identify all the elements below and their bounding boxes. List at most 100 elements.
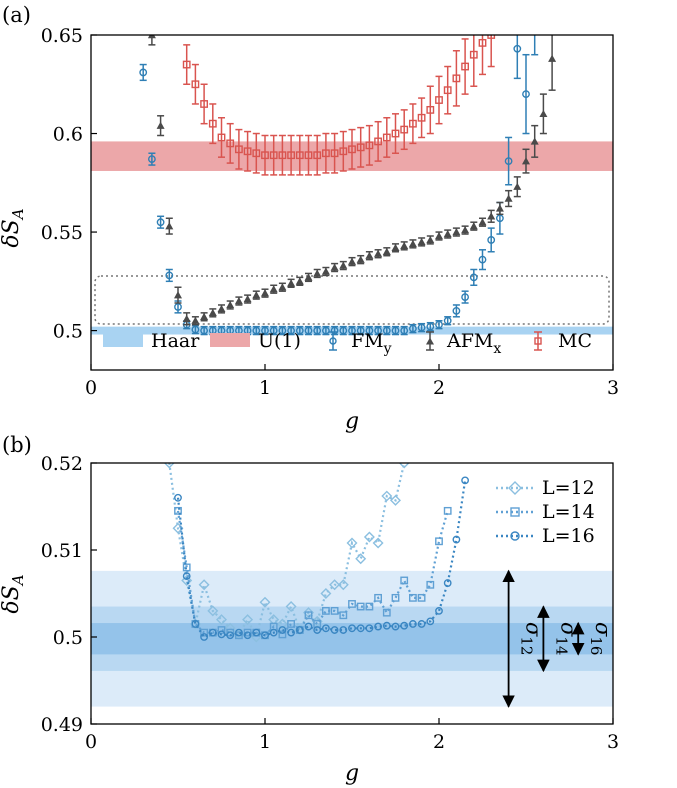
- data-point: [287, 151, 295, 160]
- panel-b-ylabel: δSA: [0, 574, 27, 613]
- data-point: [165, 222, 174, 230]
- panel-a-frame: [90, 34, 614, 371]
- data-point: [339, 261, 348, 269]
- legend-mc-marker: [534, 331, 542, 351]
- data-point: [278, 326, 287, 335]
- data-point: [311, 615, 323, 627]
- data-point: [513, 182, 522, 190]
- data-point: [426, 105, 435, 114]
- data-point: [278, 151, 287, 160]
- data-point: [365, 251, 374, 259]
- x-tick-label: 1: [259, 377, 271, 399]
- data-point: [356, 143, 365, 152]
- data-point: [469, 222, 478, 230]
- data-point: [147, 155, 156, 164]
- data-point: [426, 580, 435, 589]
- data-point: [356, 326, 365, 335]
- data-point: [391, 243, 400, 252]
- data-point: [469, 50, 478, 59]
- data-point: [243, 295, 252, 303]
- data-point: [435, 537, 443, 546]
- data-point: [391, 593, 400, 602]
- data-point: [339, 626, 348, 634]
- data-point: [330, 149, 339, 158]
- data-point: [278, 630, 287, 639]
- series-afm-x: [147, 35, 557, 326]
- data-point: [504, 194, 513, 202]
- data-point: [252, 149, 261, 158]
- data-point: [391, 326, 400, 335]
- data-point: [174, 506, 182, 515]
- data-point: [234, 145, 243, 154]
- data-point: [313, 326, 322, 335]
- data-point: [365, 326, 374, 335]
- data-point: [400, 241, 409, 250]
- data-point: [356, 624, 365, 633]
- x-tick-label: 0: [85, 377, 97, 399]
- data-point: [252, 628, 261, 637]
- data-point: [390, 494, 401, 506]
- data-point: [261, 151, 269, 160]
- data-point: [243, 628, 252, 637]
- data-point: [374, 622, 382, 631]
- y-tick-label: 0.5: [53, 627, 83, 649]
- data-point: [435, 96, 443, 104]
- data-point: [408, 324, 417, 333]
- data-point: [452, 228, 461, 236]
- panel-a-ylabel: δSA: [0, 208, 27, 247]
- data-point: [285, 601, 297, 613]
- data-point: [400, 326, 409, 335]
- data-point: [469, 273, 478, 282]
- data-point: [398, 463, 410, 469]
- x-tick-label: 2: [433, 377, 445, 399]
- data-point: [278, 283, 287, 291]
- series-l-16: [174, 476, 469, 641]
- data-point: [287, 620, 295, 628]
- legend-mc-label: MC: [558, 330, 592, 352]
- data-point: [295, 151, 304, 160]
- data-point: [435, 232, 443, 240]
- data-point: [478, 218, 487, 226]
- panel-a-legend: Haar U(1) FMy AFMx: [103, 330, 592, 357]
- data-point: [330, 607, 339, 615]
- data-point: [234, 297, 243, 305]
- data-point: [382, 621, 391, 630]
- data-point: [156, 218, 165, 227]
- data-point: [191, 80, 200, 89]
- panel-a-label: (a): [2, 3, 31, 27]
- data-point: [278, 626, 287, 634]
- data-point: [348, 145, 356, 154]
- data-point: [443, 230, 452, 238]
- data-point: [487, 212, 496, 220]
- data-point: [461, 293, 469, 301]
- data-point: [435, 607, 443, 615]
- data-point: [363, 531, 375, 543]
- data-point: [381, 490, 393, 502]
- data-point: [504, 157, 513, 166]
- data-point: [417, 237, 426, 246]
- data-point: [400, 125, 409, 134]
- sigma-label-16: σ16: [587, 622, 615, 655]
- y-tick-label: 0.65: [41, 25, 83, 47]
- series-l-14: [174, 506, 452, 640]
- data-point: [409, 119, 417, 128]
- panel-a-xlabel: g: [345, 409, 359, 434]
- data-point: [346, 537, 358, 549]
- data-point: [374, 249, 383, 257]
- y-tick-label: 0.6: [53, 124, 83, 146]
- data-point: [452, 535, 461, 544]
- data-point: [191, 325, 200, 334]
- data-point: [355, 553, 367, 565]
- data-point: [330, 263, 339, 271]
- data-point: [200, 633, 209, 641]
- data-point: [348, 600, 356, 608]
- data-point: [365, 602, 374, 611]
- data-point: [217, 133, 226, 142]
- data-point: [330, 626, 339, 634]
- data-point: [287, 628, 295, 637]
- legend-l14-label: L=14: [542, 501, 595, 523]
- panel-a: (a) 0 1 2 3 0.5 0.55 0.6 0.65 δSA g Haar U(1) F…: [0, 3, 619, 434]
- data-point: [295, 626, 304, 634]
- data-point: [243, 631, 252, 640]
